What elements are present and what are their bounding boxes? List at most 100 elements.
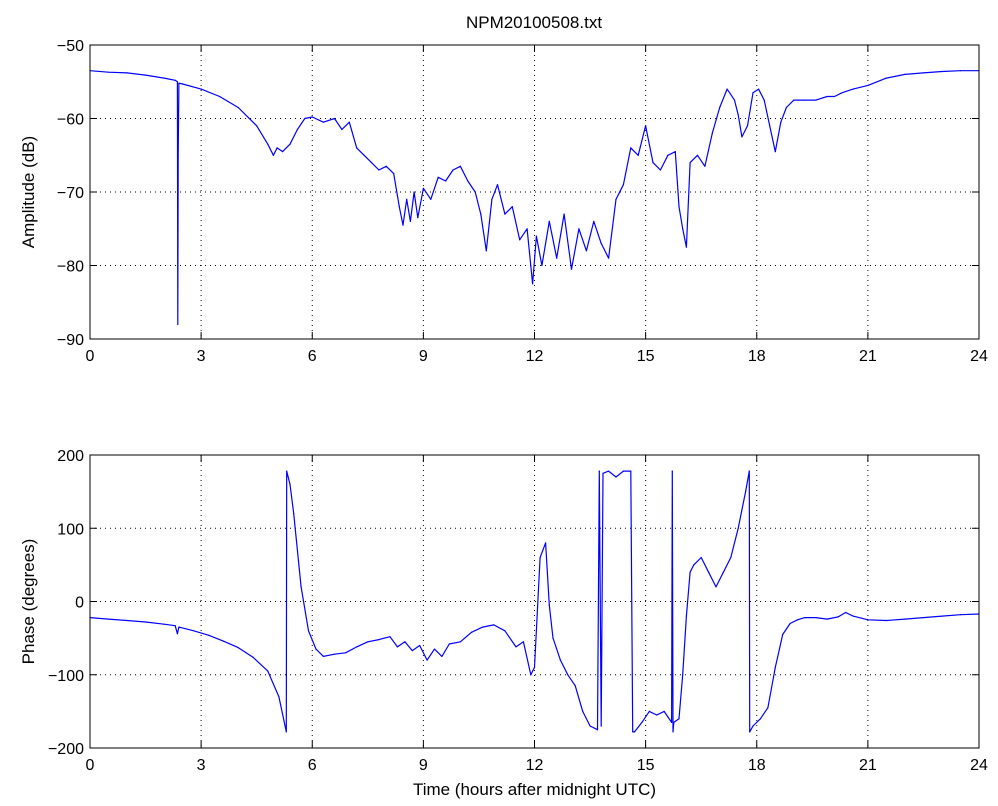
- phase-data-point: [300, 586, 302, 588]
- phase-data-point: [748, 470, 750, 472]
- phase-data-point: [278, 696, 280, 698]
- phase-data-point: [559, 659, 562, 661]
- amplitude-data-point: [667, 154, 669, 156]
- phase-data-point: [852, 615, 854, 617]
- phase-data-point: [941, 615, 943, 617]
- amplitude-data-point: [780, 121, 782, 123]
- phase-data-point: [286, 470, 288, 472]
- amplitude-data-point: [413, 191, 415, 193]
- phase-data-point: [237, 647, 239, 649]
- phase-data-point: [333, 653, 336, 655]
- phase-data-point: [322, 655, 324, 658]
- amplitude-data-point: [826, 95, 828, 98]
- amplitude-data-point: [682, 228, 684, 230]
- phase-data-point: [708, 571, 710, 573]
- amplitude-data-point: [704, 165, 706, 167]
- phase-x-axis-label: Time (hours after midnight UTC): [413, 780, 656, 799]
- phase-data-point: [533, 666, 536, 669]
- amplitude-data-point: [178, 82, 180, 84]
- phase-data-point: [530, 674, 532, 676]
- phase-data-point: [648, 710, 650, 713]
- phase-data-point: [804, 617, 806, 619]
- amplitude-data-point: [852, 88, 854, 90]
- amplitude-data-point: [491, 198, 493, 200]
- phase-data-point: [730, 556, 732, 559]
- amplitude-data-point: [452, 169, 454, 171]
- phase-data-point: [493, 624, 495, 626]
- amplitude-data-point: [678, 206, 680, 208]
- amplitude-y-tick-label: −80: [57, 259, 84, 276]
- amplitude-data-point: [333, 117, 336, 120]
- phase-data-point: [567, 674, 569, 676]
- phase-data-point: [515, 646, 517, 648]
- amplitude-data-point: [485, 250, 487, 252]
- phase-data-point: [845, 611, 847, 614]
- amplitude-data-point: [535, 235, 538, 237]
- amplitude-data-point: [833, 95, 836, 98]
- phase-data-point: [633, 731, 636, 733]
- phase-data-point: [615, 476, 617, 478]
- amplitude-data-point: [615, 198, 617, 200]
- phase-plot: 0 3 6 9 12 15 18 21 24 −200 −100 0 100 200 Phase (degr…: [19, 448, 988, 799]
- amplitude-data-point: [296, 128, 298, 131]
- amplitude-data-point: [480, 213, 482, 215]
- amplitude-data-point: [941, 70, 943, 73]
- phase-data-point: [545, 542, 547, 544]
- phase-data-point: [433, 648, 436, 650]
- phase-data-point: [904, 618, 906, 620]
- amplitude-data-point: [467, 180, 469, 182]
- amplitude-series-line: [89, 70, 979, 325]
- phase-x-tick-label: 24: [970, 757, 988, 774]
- amplitude-data-point: [406, 198, 408, 200]
- phase-data-point: [600, 725, 602, 727]
- phase-x-tick-label: 18: [748, 757, 766, 774]
- amplitude-data-point: [645, 125, 647, 127]
- phase-x-tick-label: 0: [86, 757, 95, 774]
- amplitude-data-point: [182, 83, 184, 85]
- amplitude-data-point: [689, 162, 691, 164]
- phase-data-point: [596, 729, 599, 731]
- amplitude-data-point: [711, 132, 713, 134]
- phase-data-point: [285, 731, 287, 733]
- amplitude-data-point: [107, 71, 110, 73]
- phase-y-tick-label: −100: [48, 668, 84, 685]
- amplitude-data-point: [356, 147, 358, 149]
- phase-data-point: [411, 650, 413, 652]
- phase-data-point: [826, 618, 828, 620]
- phase-data-point: [589, 725, 591, 727]
- phase-data-point: [796, 619, 799, 621]
- amplitude-data-point: [126, 72, 128, 74]
- amplitude-data-point: [726, 88, 728, 90]
- amplitude-data-point: [532, 283, 534, 285]
- phase-data-point: [178, 626, 180, 628]
- amplitude-x-tick-label: 15: [637, 348, 655, 365]
- amplitude-data-point: [474, 191, 476, 193]
- phase-data-point: [441, 655, 443, 658]
- amplitude-data-point: [585, 250, 588, 252]
- phase-data-point: [126, 619, 128, 622]
- phase-data-point: [700, 556, 702, 559]
- phase-x-tick-label: 21: [859, 757, 877, 774]
- amplitude-data-point: [785, 106, 788, 109]
- amplitude-data-point: [769, 125, 771, 127]
- phase-data-point: [145, 621, 147, 623]
- amplitude-data-point: [570, 268, 573, 270]
- phase-data-point: [745, 491, 747, 493]
- amplitude-data-point: [496, 184, 499, 186]
- amplitude-data-point: [600, 242, 602, 244]
- amplitude-data-point: [363, 154, 365, 156]
- phase-data-point: [815, 617, 817, 619]
- phase-x-tick-label: 3: [197, 757, 206, 774]
- phase-x-tick-label: 9: [419, 757, 428, 774]
- phase-data-point: [774, 666, 776, 669]
- amplitude-data-point: [519, 239, 521, 241]
- phase-data-point: [389, 636, 391, 638]
- amplitude-data-point: [652, 162, 654, 164]
- amplitude-x-tick-label: 3: [197, 348, 206, 365]
- amplitude-y-tick-label: −90: [57, 332, 84, 349]
- amplitude-data-point: [922, 72, 925, 74]
- phase-data-point: [307, 630, 310, 632]
- amplitude-data-point: [267, 143, 269, 145]
- amplitude-data-point: [276, 147, 278, 149]
